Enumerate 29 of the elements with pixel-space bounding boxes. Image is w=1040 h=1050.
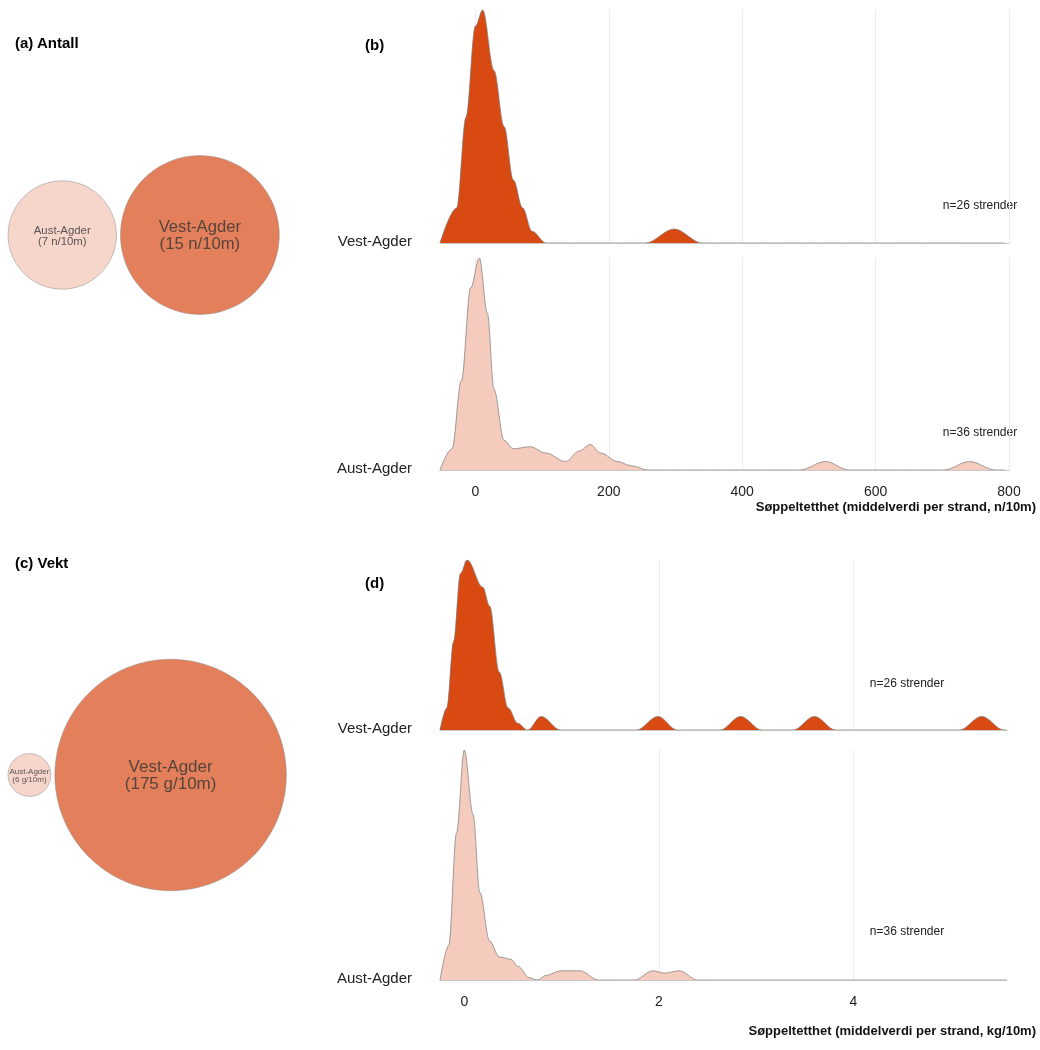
x-tick-label: 600 bbox=[863, 483, 888, 499]
category-label: Aust-Agder bbox=[9, 766, 50, 776]
series-label: Aust-Agder bbox=[336, 969, 413, 986]
x-tick-label: 800 bbox=[997, 483, 1021, 499]
x-tick-label: 200 bbox=[597, 483, 621, 499]
data-label: (6 g/10m) bbox=[12, 774, 47, 784]
data-label: (175 g/10m) bbox=[124, 774, 217, 793]
x-axis-title: Søppeltetthet (middelverdi per strand, n/10m) bbox=[755, 499, 1037, 514]
annotation: n=26 strender bbox=[869, 676, 945, 690]
x-tick-label: 2 bbox=[654, 993, 663, 1009]
text: (b) bbox=[365, 36, 385, 53]
annotation: n=36 strender bbox=[869, 924, 945, 938]
text: (d) bbox=[365, 574, 385, 591]
series-label: Vest-Agder bbox=[337, 232, 413, 249]
data-label: (15 n/10m) bbox=[159, 234, 241, 253]
x-tick-label: 400 bbox=[730, 483, 755, 499]
series-label: Aust-Agder bbox=[336, 459, 413, 476]
x-tick-label: 0 bbox=[471, 483, 480, 499]
annotation: n=36 strender bbox=[942, 425, 1018, 439]
category-label: Vest-Agder bbox=[128, 757, 214, 776]
text: (a) Antall bbox=[15, 34, 79, 51]
category-label: Vest-Agder bbox=[158, 217, 242, 236]
category-label: Aust-Agder bbox=[33, 223, 91, 236]
x-tick-label: 4 bbox=[849, 993, 858, 1009]
series-label: Vest-Agder bbox=[337, 719, 413, 736]
annotation: n=26 strender bbox=[942, 198, 1018, 212]
x-axis-title: Søppeltetthet (middelverdi per strand, kg/10m) bbox=[748, 1023, 1036, 1038]
x-tick-label: 0 bbox=[460, 993, 469, 1009]
text: (c) Vekt bbox=[15, 554, 69, 571]
